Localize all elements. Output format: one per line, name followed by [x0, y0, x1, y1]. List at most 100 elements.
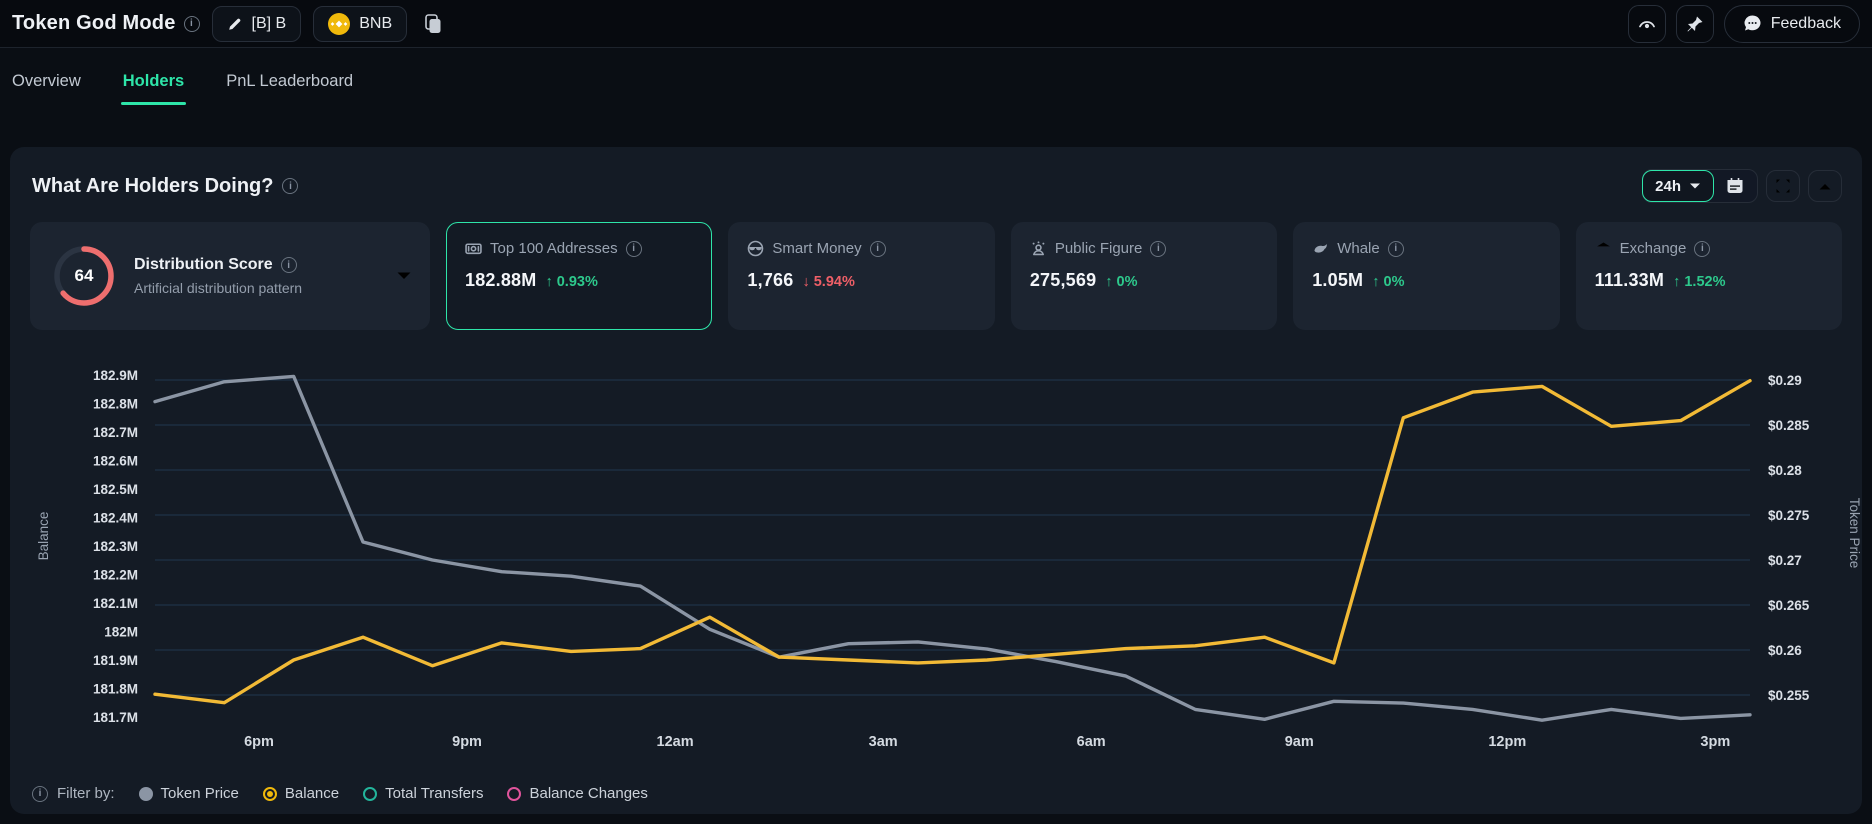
- stat-card-top-100-addresses[interactable]: Top 100 Addresses 182.88M ↑ 0.93%: [446, 222, 713, 330]
- left-axis-tick-label: 182.1M: [93, 596, 138, 611]
- timeframe-value: 24h: [1655, 177, 1681, 195]
- stat-change: ↓ 5.94%: [802, 274, 855, 290]
- x-axis-tick-label: 6pm: [244, 734, 274, 750]
- right-axis-tick-label: $0.265: [1768, 598, 1810, 613]
- holders-chart[interactable]: $0.29 $0.285 $0.28 $0.275 $0.27 $0.265 $0.26 $0…: [10, 350, 1862, 780]
- legend-label: Balance: [284, 785, 340, 802]
- legend-label: Balance Changes: [529, 785, 648, 802]
- info-icon[interactable]: [625, 240, 642, 257]
- token-label: [B] B: [251, 14, 287, 32]
- x-axis-tick-label: 9am: [1285, 734, 1314, 750]
- left-axis-tick-label: 182.7M: [93, 425, 138, 440]
- stat-change: ↑ 0.93%: [545, 274, 598, 290]
- stat-value: 182.88M: [465, 270, 537, 290]
- right-axis-tick-label: $0.285: [1768, 418, 1810, 433]
- app-title-row: Token God Mode: [12, 12, 200, 35]
- stat-value: 1,766: [747, 270, 794, 290]
- left-axis-tick-label: 182.3M: [93, 539, 138, 554]
- timeframe-dropdown[interactable]: 24h: [1642, 170, 1714, 202]
- left-axis-tick-label: 182.2M: [93, 568, 138, 583]
- left-axis-tick-label: 181.9M: [93, 653, 138, 668]
- page-title: Token God Mode: [12, 12, 176, 34]
- right-axis-tick-label: $0.255: [1768, 688, 1810, 703]
- x-axis-tick-label: 6am: [1077, 734, 1106, 750]
- chain-button[interactable]: BNB: [313, 5, 408, 42]
- feedback-button[interactable]: Feedback: [1723, 4, 1860, 43]
- right-axis-tick-label: $0.27: [1768, 553, 1802, 568]
- token-price-marker: [138, 786, 153, 801]
- stat-change: ↑ 0%: [1105, 274, 1138, 290]
- legend-item-balance[interactable]: Balance: [262, 785, 340, 802]
- stat-change: ↑ 1.52%: [1673, 274, 1726, 290]
- tab-bar: Overview Holders PnL Leaderboard: [0, 48, 1872, 114]
- distribution-score-title: Distribution Score: [134, 256, 273, 273]
- calendar-button[interactable]: [1713, 170, 1757, 202]
- balance-line[interactable]: [153, 379, 1752, 705]
- legend-item-total-transfers[interactable]: Total Transfers: [363, 785, 483, 802]
- filter-by-label: Filter by:: [57, 785, 115, 802]
- timeframe-group: 24h: [1642, 169, 1758, 203]
- smart-money-icon: [747, 240, 764, 257]
- left-axis-tick-label: 182.8M: [93, 397, 138, 412]
- balance-marker: [262, 786, 277, 801]
- distribution-score-card[interactable]: 64 Distribution Score Artificial distrib…: [30, 222, 430, 330]
- panel-title: What Are Holders Doing?: [32, 174, 274, 197]
- stat-value: 1.05M: [1312, 270, 1364, 290]
- panel-title-row: What Are Holders Doing?: [32, 174, 299, 198]
- eye-icon: [1637, 14, 1657, 34]
- left-axis-tick-label: 182.5M: [93, 482, 138, 497]
- token-price-line[interactable]: [153, 374, 1752, 722]
- chevron-down-icon[interactable]: [396, 271, 412, 281]
- info-icon[interactable]: [280, 257, 297, 273]
- right-axis-tick-label: $0.26: [1768, 643, 1802, 658]
- pin-button[interactable]: [1675, 4, 1714, 43]
- stat-title: Smart Money: [772, 240, 862, 257]
- copy-icon[interactable]: [423, 13, 443, 35]
- pin-icon: [1686, 15, 1704, 33]
- tab-overview[interactable]: Overview: [12, 71, 81, 90]
- stat-title: Exchange: [1619, 240, 1687, 257]
- info-icon[interactable]: [1387, 240, 1404, 257]
- left-axis-tick-label: 181.8M: [93, 682, 138, 697]
- stat-card-public-figure[interactable]: Public Figure 275,569 ↑ 0%: [1010, 222, 1278, 330]
- balance-changes-marker: [507, 786, 522, 801]
- watch-button[interactable]: [1627, 4, 1666, 43]
- filter-bar: Filter by: Token Price Balance Total Tra…: [32, 785, 648, 802]
- right-axis-tick-label: $0.275: [1768, 508, 1810, 523]
- left-axis-title: Balance: [36, 512, 51, 561]
- stat-card-whale[interactable]: Whale 1.05M ↑ 0%: [1293, 222, 1560, 330]
- legend-item-token-price[interactable]: Token Price: [138, 785, 239, 802]
- top-bar: Token God Mode [B] B BNB: [0, 0, 1872, 48]
- info-icon[interactable]: [282, 178, 299, 194]
- fullscreen-button[interactable]: [1766, 170, 1800, 202]
- info-icon[interactable]: [1694, 240, 1711, 257]
- stat-cards-row: 64 Distribution Score Artificial distrib…: [30, 222, 1843, 330]
- stat-card-exchange[interactable]: Exchange 111.33M ↑ 1.52%: [1575, 222, 1843, 330]
- holders-activity-panel: What Are Holders Doing? 24h: [10, 147, 1862, 814]
- tab-holders[interactable]: Holders: [120, 50, 187, 113]
- stat-card-smart-money[interactable]: Smart Money 1,766 ↓ 5.94%: [728, 222, 995, 330]
- left-axis-tick-label: 181.7M: [93, 710, 138, 725]
- chevron-up-icon: [1818, 182, 1832, 191]
- collapse-button[interactable]: [1808, 170, 1842, 202]
- stat-value: 275,569: [1029, 270, 1097, 290]
- legend-item-balance-changes[interactable]: Balance Changes: [507, 785, 648, 802]
- stat-title: Public Figure: [1054, 240, 1143, 257]
- info-icon[interactable]: [1150, 240, 1167, 257]
- left-axis-tick-label: 182.9M: [93, 368, 138, 383]
- right-axis-tick-label: $0.29: [1768, 373, 1802, 388]
- token-edit-button[interactable]: [B] B: [211, 5, 302, 42]
- bnb-coin-icon: [328, 12, 351, 35]
- chat-bubble-icon: [1743, 14, 1762, 33]
- distribution-score-gauge: 64: [52, 244, 116, 308]
- right-axis-tick-label: $0.28: [1768, 463, 1802, 478]
- left-axis-tick-label: 182.6M: [93, 454, 138, 469]
- stat-title: Top 100 Addresses: [490, 240, 618, 257]
- info-icon[interactable]: [32, 785, 48, 802]
- panel-controls: 24h: [1642, 169, 1842, 203]
- info-icon[interactable]: [183, 15, 200, 32]
- tab-pnl-leaderboard[interactable]: PnL Leaderboard: [226, 71, 354, 90]
- cash-icon: [465, 240, 482, 257]
- info-icon[interactable]: [869, 240, 886, 257]
- right-axis-title: Token Price: [1847, 498, 1862, 569]
